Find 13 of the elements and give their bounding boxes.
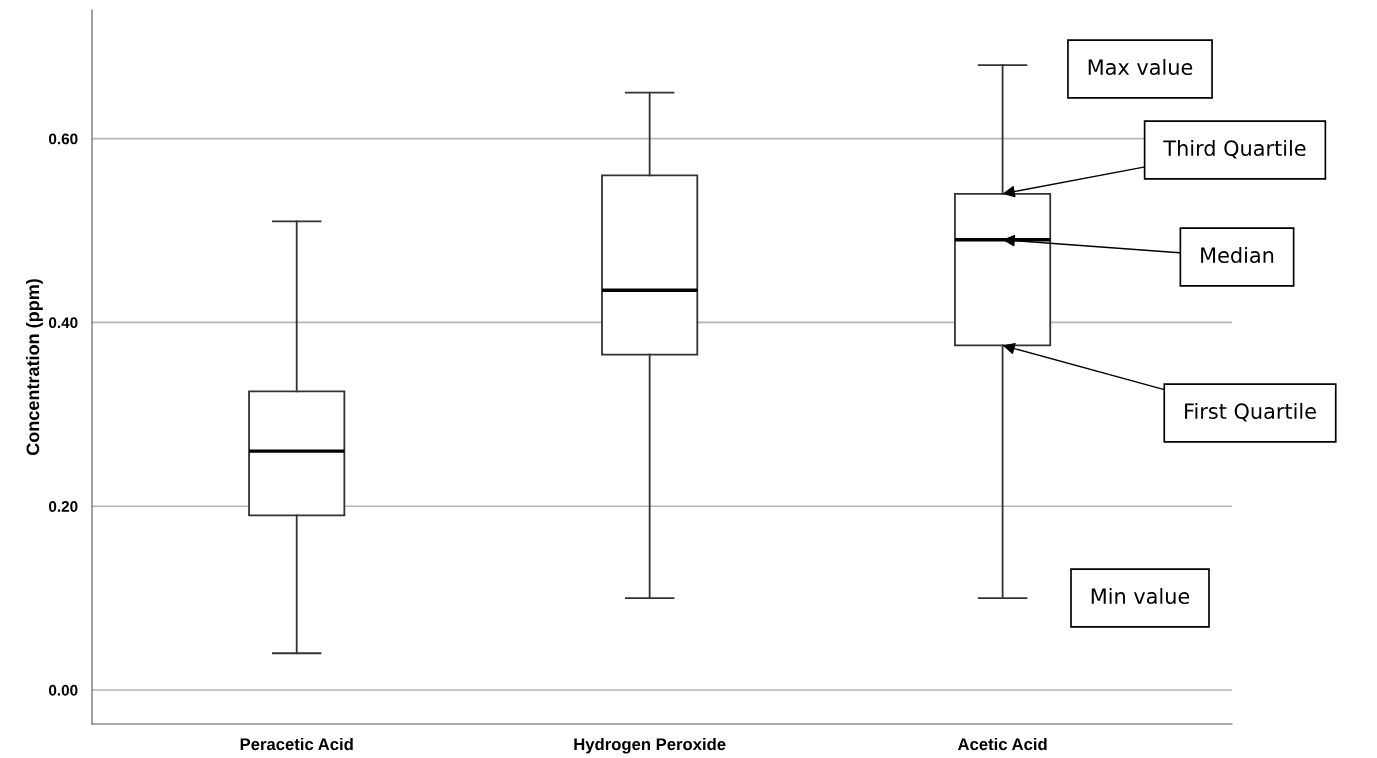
x-tick-label: Hydrogen Peroxide bbox=[574, 737, 726, 754]
annotation: Min value bbox=[1091, 587, 1190, 605]
y-tick-label: 0.40 bbox=[48, 317, 78, 329]
annotation: Third Quartile bbox=[1163, 139, 1306, 159]
annotation: First Quartile bbox=[1185, 402, 1316, 422]
annotation: Max value bbox=[1088, 58, 1193, 76]
y-tick-label: 0.60 bbox=[48, 133, 78, 145]
x-tick-label: Acetic Acid bbox=[957, 737, 1047, 751]
annotation: Median bbox=[1201, 246, 1274, 264]
x-tick-label: Peracetic Acid bbox=[240, 737, 353, 751]
y-tick-label: 0.20 bbox=[48, 501, 78, 512]
y-axis-title: Concentration (ppm) bbox=[25, 279, 43, 456]
y-tick-label: 0.00 bbox=[48, 684, 78, 696]
